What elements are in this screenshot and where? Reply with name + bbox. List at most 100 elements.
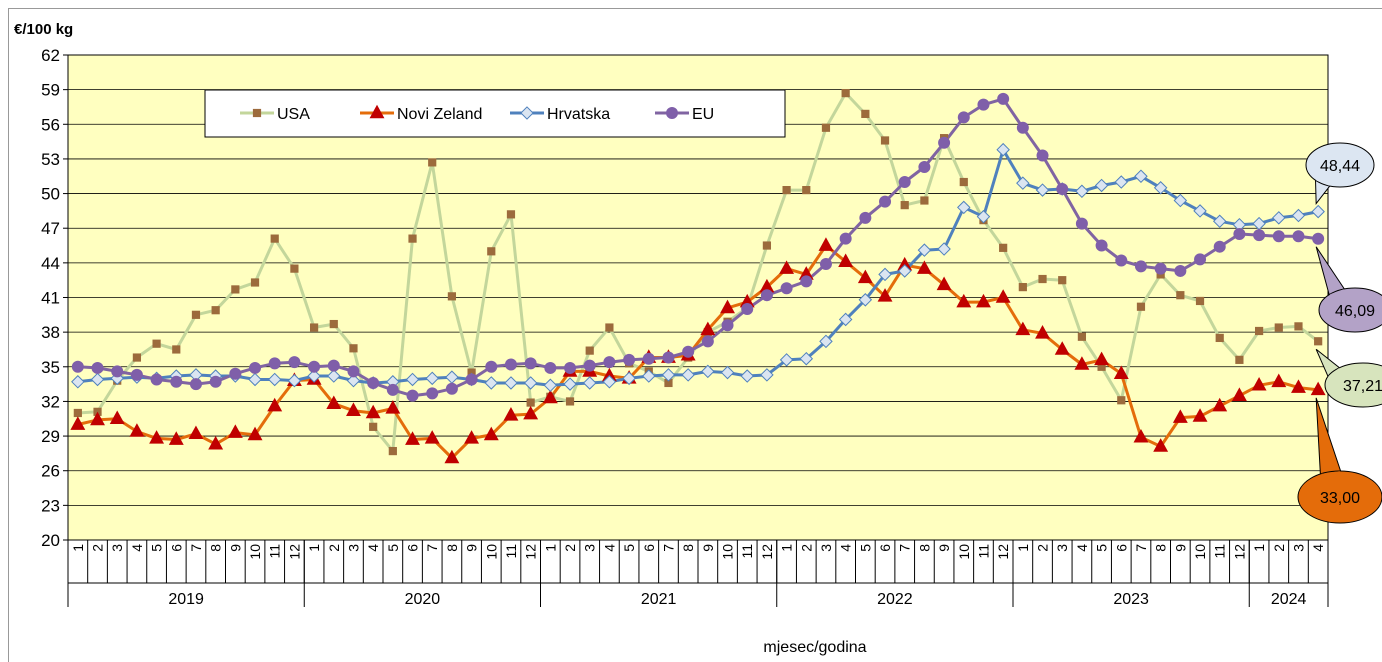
marker xyxy=(248,372,262,387)
marker xyxy=(211,306,220,315)
marker xyxy=(408,234,417,243)
x-tick-label: 2 xyxy=(1035,544,1051,552)
x-tick-label: 4 xyxy=(1310,544,1326,552)
callout-label: 46,09 xyxy=(1335,303,1375,320)
x-tick-label: 2 xyxy=(90,544,106,552)
y-tick-label: 56 xyxy=(41,115,60,134)
marker xyxy=(172,345,181,354)
marker xyxy=(543,378,558,393)
legend-label: Novi Zeland xyxy=(397,106,482,123)
series-line xyxy=(77,244,1319,460)
marker xyxy=(327,369,341,383)
marker xyxy=(1212,214,1227,229)
marker xyxy=(229,367,242,380)
marker xyxy=(1193,204,1207,218)
marker xyxy=(838,312,853,327)
marker xyxy=(681,368,695,382)
marker xyxy=(740,369,754,383)
marker xyxy=(857,269,873,284)
marker xyxy=(1194,253,1207,266)
marker xyxy=(406,389,419,402)
marker xyxy=(1153,181,1168,195)
marker xyxy=(1015,321,1031,336)
marker xyxy=(1115,254,1128,267)
marker xyxy=(957,111,970,124)
marker xyxy=(1075,184,1089,199)
marker xyxy=(1253,229,1266,242)
y-tick-label: 41 xyxy=(41,289,60,308)
marker xyxy=(603,356,616,369)
marker xyxy=(1311,204,1325,219)
marker xyxy=(1195,296,1205,306)
x-tick-label: 9 xyxy=(1172,544,1188,552)
marker xyxy=(90,411,105,426)
x-tick-label: 10 xyxy=(956,544,972,560)
marker xyxy=(405,431,420,445)
marker xyxy=(642,352,655,365)
callout xyxy=(1324,362,1382,408)
marker xyxy=(1294,322,1303,331)
marker xyxy=(1038,274,1047,284)
marker xyxy=(959,177,968,187)
marker xyxy=(1016,121,1029,134)
marker xyxy=(71,360,84,373)
marker xyxy=(149,430,165,444)
marker xyxy=(405,372,420,387)
marker xyxy=(168,431,184,445)
x-tick-label: 8 xyxy=(916,544,932,552)
marker xyxy=(1174,264,1187,277)
year-label: 2019 xyxy=(168,591,204,608)
marker xyxy=(821,123,831,132)
marker xyxy=(721,319,734,332)
marker xyxy=(308,360,321,373)
legend-label: EU xyxy=(692,106,714,123)
marker xyxy=(1172,409,1188,423)
marker xyxy=(503,407,519,421)
legend-label: USA xyxy=(277,106,310,123)
marker xyxy=(1274,323,1283,332)
marker xyxy=(485,360,498,373)
x-tick-label: 2 xyxy=(562,544,578,552)
marker xyxy=(504,376,518,390)
marker xyxy=(464,430,480,444)
marker xyxy=(720,299,735,314)
marker xyxy=(779,353,794,367)
marker xyxy=(623,353,636,366)
y-axis-label: €/100 kg xyxy=(14,21,73,38)
x-tick-label: 1 xyxy=(779,544,795,552)
marker xyxy=(1117,396,1126,405)
x-tick-label: 9 xyxy=(464,544,480,552)
marker xyxy=(936,276,952,291)
marker xyxy=(1094,351,1110,366)
marker xyxy=(1251,377,1267,391)
marker xyxy=(1075,217,1088,230)
y-tick-label: 38 xyxy=(41,323,60,342)
series-line xyxy=(77,148,1319,387)
x-tick-label: 5 xyxy=(149,544,165,552)
x-tick-label: 3 xyxy=(582,544,598,552)
x-tick-label: 12 xyxy=(286,544,302,560)
marker xyxy=(520,106,534,120)
marker xyxy=(247,426,263,441)
marker xyxy=(1054,341,1070,355)
marker xyxy=(1235,355,1244,364)
marker xyxy=(760,368,774,382)
marker xyxy=(666,107,678,119)
marker xyxy=(720,365,735,380)
y-tick-label: 29 xyxy=(41,427,60,446)
callout xyxy=(1297,470,1382,524)
x-tick-label: 4 xyxy=(1074,544,1090,552)
marker xyxy=(957,200,971,215)
marker xyxy=(841,89,850,98)
marker xyxy=(976,293,991,308)
x-tick-label: 2 xyxy=(326,544,342,552)
marker xyxy=(858,293,873,307)
marker xyxy=(1173,193,1188,208)
callout-cover xyxy=(1320,471,1341,475)
x-tick-label: 6 xyxy=(168,544,184,552)
marker xyxy=(110,371,124,386)
marker xyxy=(661,368,676,382)
x-tick-label: 3 xyxy=(1290,544,1306,552)
x-tick-label: 5 xyxy=(621,544,637,552)
